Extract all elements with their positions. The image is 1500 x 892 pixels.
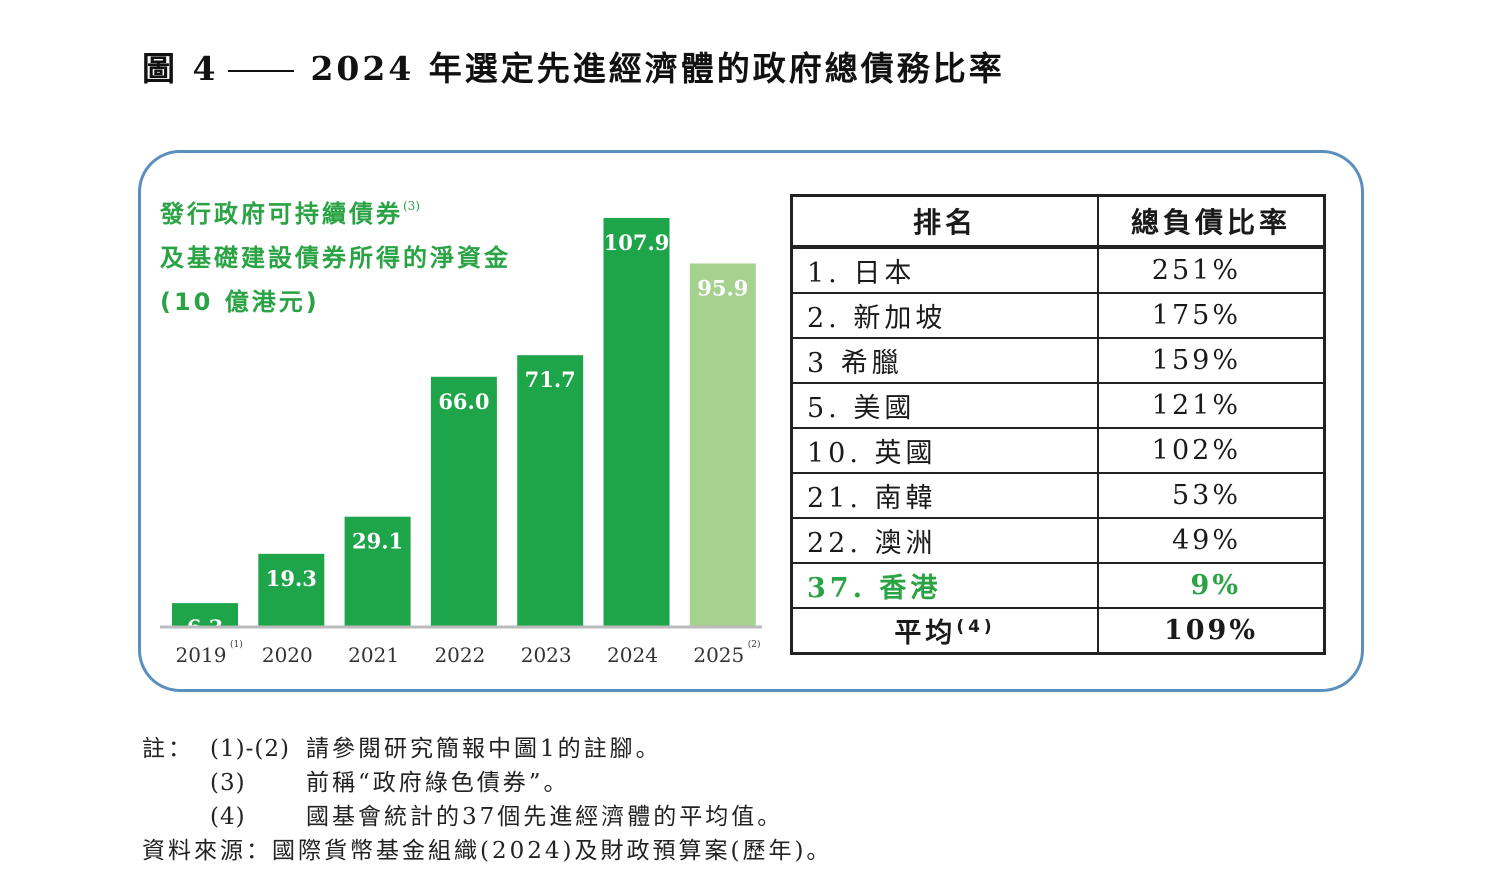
x-tick-label: 2019 <box>176 643 227 667</box>
table-row: 3 希臘 159% <box>790 337 1326 384</box>
title-dash <box>228 70 295 72</box>
economy-name: 美國 <box>853 393 916 424</box>
note-text: 前稱“政府綠色債券”。 <box>306 770 570 796</box>
chart-frame <box>138 150 1364 692</box>
rank-number: 1. <box>807 258 841 289</box>
economy-name: 南韓 <box>874 483 937 514</box>
x-tick-label: 2025 <box>693 643 744 667</box>
x-tick-label: 2023 <box>521 643 572 667</box>
table-row: 1. 日本 251% <box>790 246 1326 294</box>
table-header-row: 排名 總負債比率 <box>790 194 1326 249</box>
economy-name: 英國 <box>874 438 937 469</box>
bar-value-label: 95.9 <box>697 275 748 300</box>
note-number: (1)-(2) <box>210 736 290 762</box>
note-item: (3) 前稱“政府綠色債券”。 <box>142 766 832 800</box>
rank-number: 2. <box>807 303 841 334</box>
figure-title: 圖 4 2024 年選定先進經濟體的政府總債務比率 <box>142 42 1005 90</box>
chart-caption-line3: (10 億港元) <box>160 288 320 316</box>
ratio-value: 251% <box>1097 246 1326 294</box>
chart-caption-line1: 發行政府可持續債券(3) <box>160 199 420 228</box>
ratio-value: 159% <box>1097 337 1326 384</box>
average-value: 109% <box>1097 607 1326 655</box>
bar-value-label: 19.3 <box>266 566 317 591</box>
economy-name: 希臘 <box>840 348 903 379</box>
ratio-value: 175% <box>1097 292 1326 339</box>
debt-ratio-table: 排名 總負債比率 1. 日本 251% 2. 新加坡 175% 3 希臘 159% 5… <box>790 194 1326 655</box>
bar-2020 <box>258 553 325 627</box>
bar-2025 <box>689 263 756 627</box>
table-row: 5. 美國 121% <box>790 382 1326 429</box>
economy-name: 新加坡 <box>853 303 947 334</box>
table-body: 1. 日本 251% 2. 新加坡 175% 3 希臘 159% 5. 美國 121% … <box>790 246 1326 655</box>
table-row: 21. 南韓 53% <box>790 472 1326 519</box>
chart-caption: 發行政府可持續債券(3) 及基礎建設債券所得的淨資金 (10 億港元) <box>160 192 511 324</box>
average-footnote-ref: (4) <box>956 617 996 637</box>
figure-title-text: 2024 年選定先進經濟體的政府總債務比率 <box>310 49 1005 88</box>
note-number: (3) <box>210 770 246 796</box>
figure-label: 圖 4 <box>142 49 219 88</box>
rank-number: 5. <box>807 393 841 424</box>
bar-2019 <box>172 603 238 627</box>
ratio-value: 49% <box>1097 517 1326 564</box>
note-text: 請參閱研究簡報中圖1的註腳。 <box>306 736 662 762</box>
rank-number: 37. <box>807 573 866 604</box>
rank-number: 3 <box>807 348 829 379</box>
note-number: (4) <box>210 804 246 830</box>
economy-name: 澳洲 <box>874 528 937 559</box>
x-tick-label: 2020 <box>262 643 313 667</box>
rank-number: 22. <box>807 528 862 559</box>
ratio-value: 121% <box>1097 382 1326 429</box>
notes: 註： (1)-(2) 請參閱研究簡報中圖1的註腳。 (3) 前稱“政府綠色債券”。 (… <box>142 732 832 868</box>
table-row-highlight: 37. 香港 9% <box>790 562 1326 609</box>
caption-footnote-ref: (3) <box>403 199 420 213</box>
bar-value-label: 29.1 <box>352 529 403 554</box>
header-ratio: 總負債比率 <box>1097 194 1326 249</box>
header-rank: 排名 <box>790 194 1099 249</box>
notes-label: 註： <box>142 736 194 762</box>
bar-2021 <box>344 516 411 627</box>
ratio-value: 53% <box>1097 472 1326 519</box>
table-row: 10. 英國 102% <box>790 427 1326 474</box>
average-label: 平均 <box>894 618 957 649</box>
rank-number: 21. <box>807 483 862 514</box>
x-tick-footnote: (1) <box>230 639 243 650</box>
chart-caption-line2: 及基礎建設債券所得的淨資金 <box>160 244 511 272</box>
note-item: (4) 國基會統計的37個先進經濟體的平均值。 <box>142 800 832 834</box>
bar-value-label: 66.0 <box>438 389 489 414</box>
bar-value-label: 71.7 <box>525 367 576 392</box>
x-tick-footnote: (2) <box>748 639 761 650</box>
bar-2022 <box>430 376 497 627</box>
table-row: 2. 新加坡 175% <box>790 292 1326 339</box>
x-tick-label: 2021 <box>348 643 399 667</box>
x-tick-label: 2022 <box>434 643 485 667</box>
source-note: 資料來源：國際貨幣基金組織(2024)及財政預算案(歷年)。 <box>142 838 833 864</box>
note-item: 註： (1)-(2) 請參閱研究簡報中圖1的註腳。 <box>142 732 832 766</box>
table-row: 22. 澳洲 49% <box>790 517 1326 564</box>
ratio-value: 102% <box>1097 427 1326 474</box>
bar-value-label: 107.9 <box>604 230 670 255</box>
bar-2024 <box>603 217 670 627</box>
rank-number: 10. <box>807 438 862 469</box>
x-tick-label: 2024 <box>607 643 658 667</box>
ratio-value: 9% <box>1097 562 1326 609</box>
note-text: 國基會統計的37個先進經濟體的平均值。 <box>306 804 784 830</box>
table-average-row: 平均(4) 109% <box>790 607 1326 655</box>
economy-name: 香港 <box>879 573 942 604</box>
bar-2023 <box>517 355 584 627</box>
economy-name: 日本 <box>853 258 916 289</box>
